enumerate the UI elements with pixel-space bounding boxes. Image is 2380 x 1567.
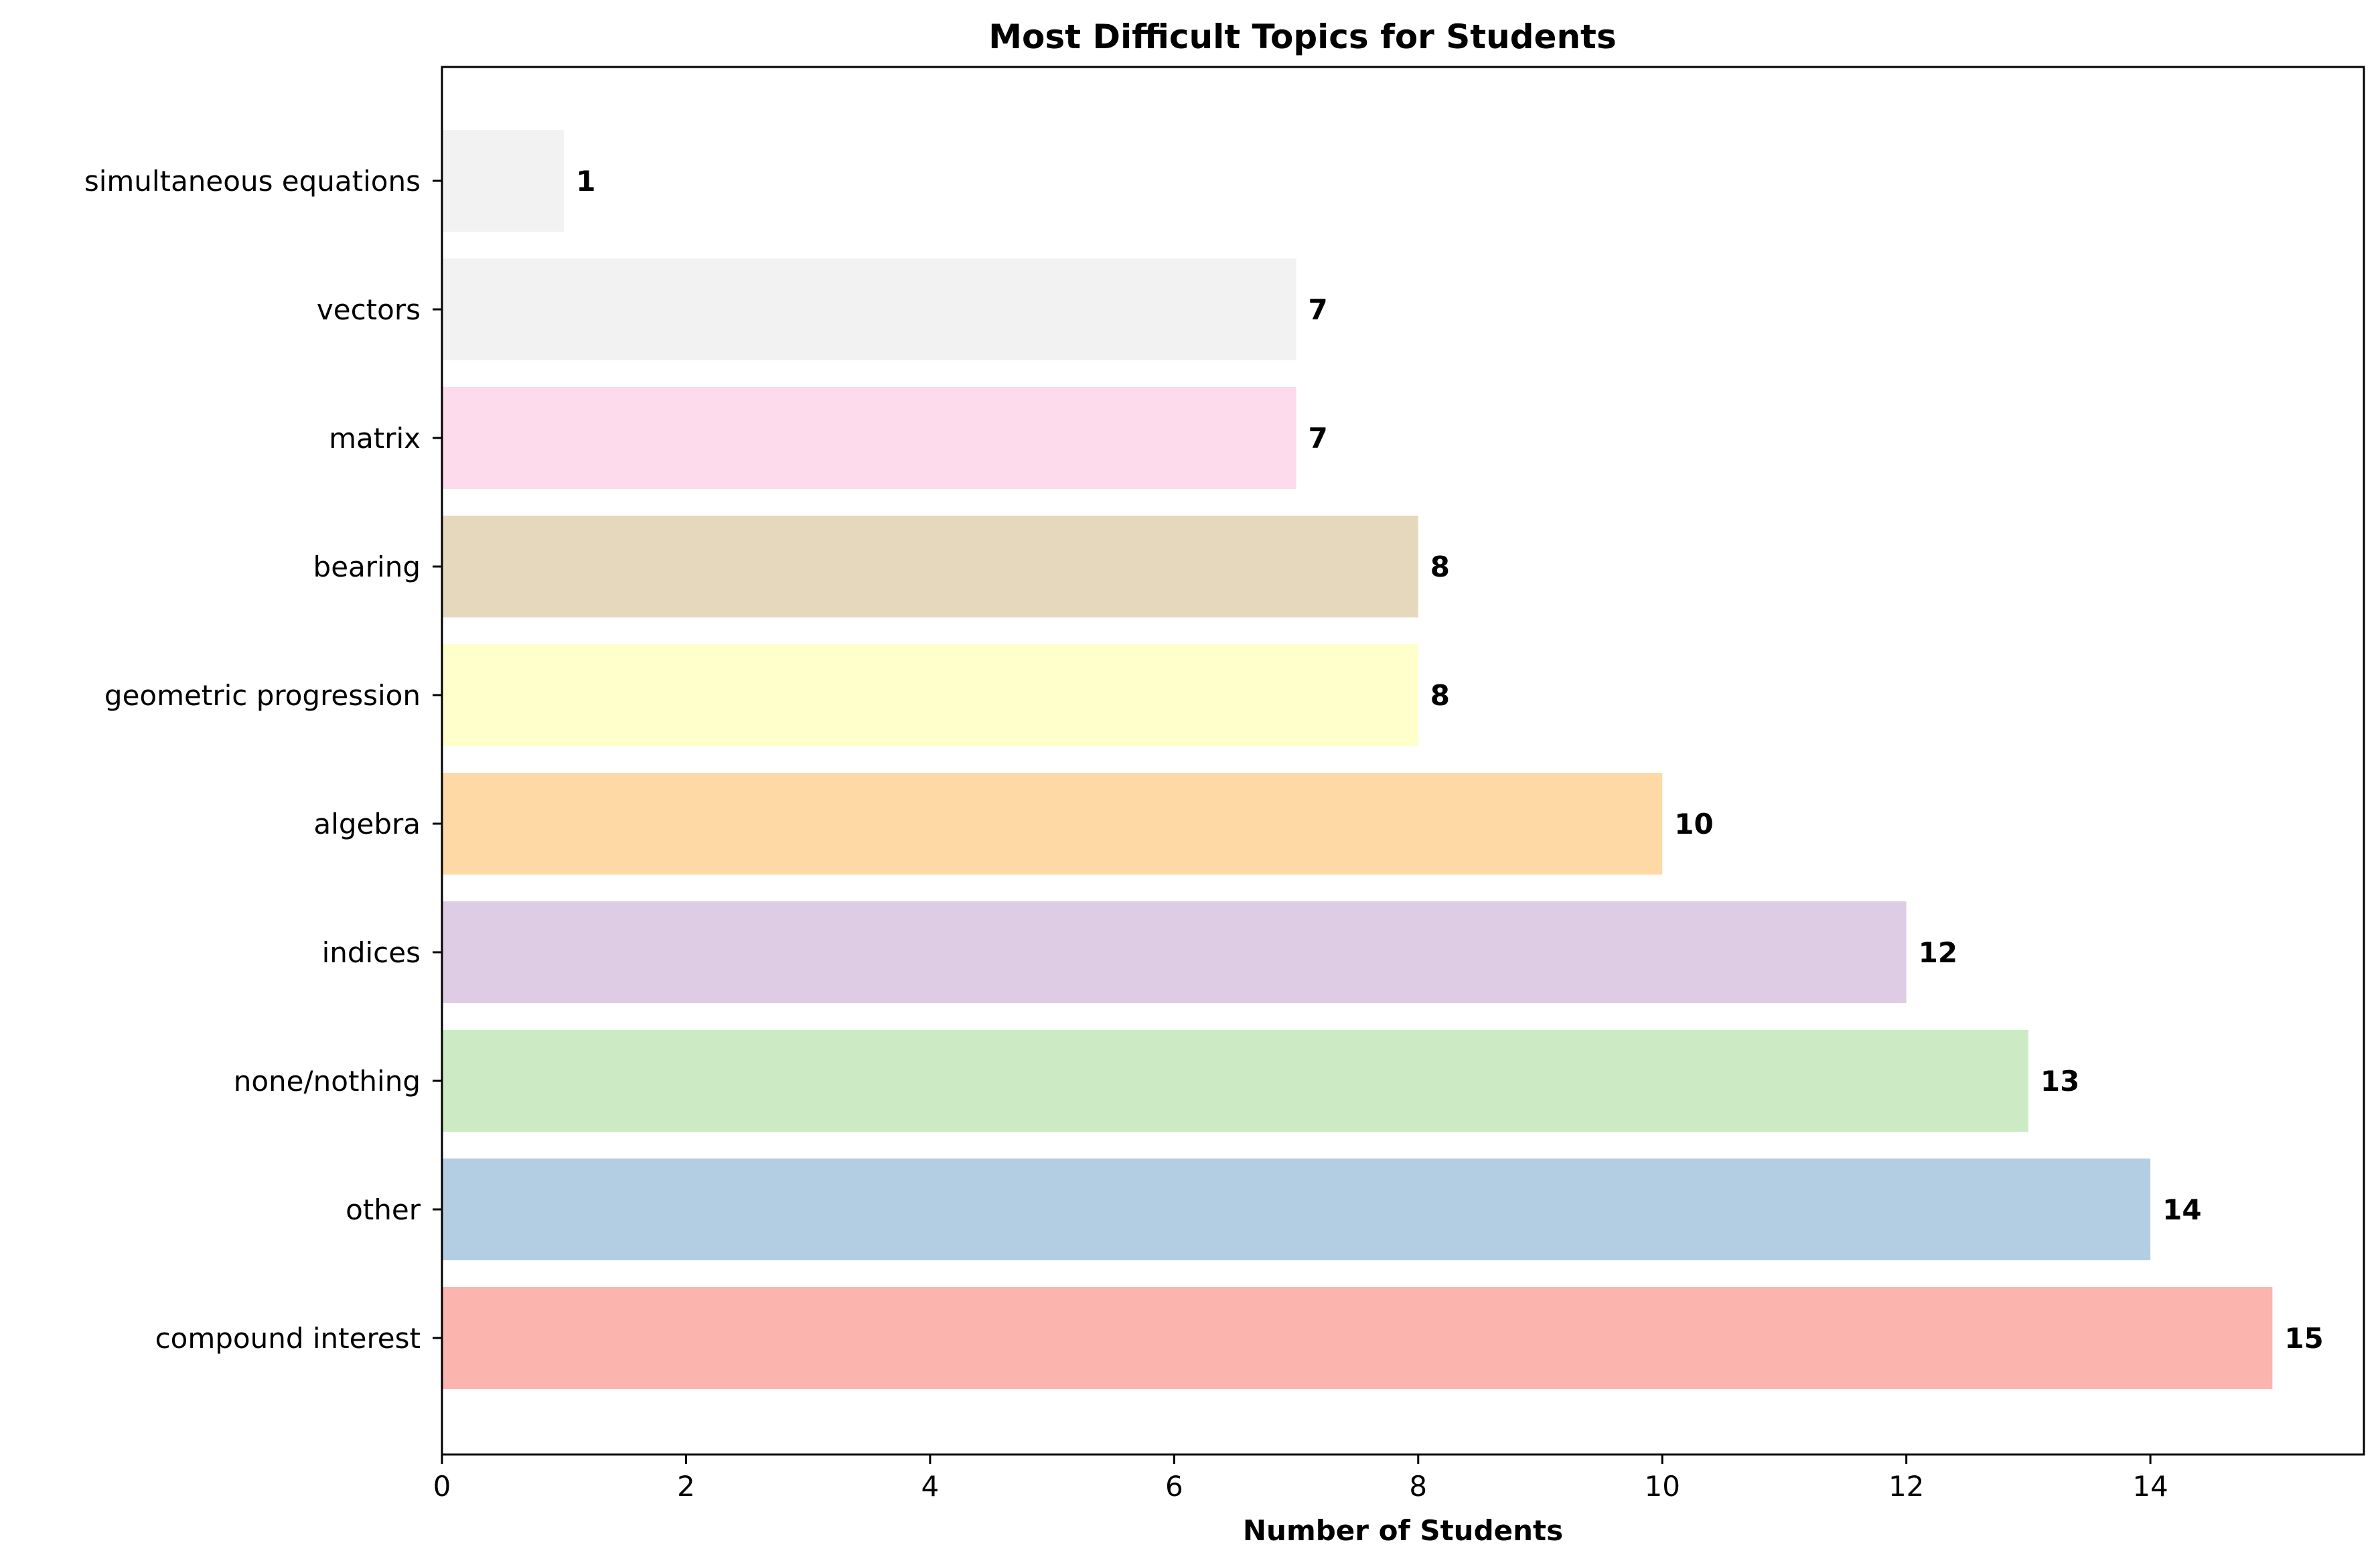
bar-1: [442, 1159, 2151, 1260]
data-label-7: 7: [1309, 422, 1328, 455]
bar-9: [442, 130, 565, 232]
data-label-5: 8: [1430, 679, 1450, 712]
bar-0: [442, 1287, 2273, 1389]
bar-2: [442, 1030, 2028, 1132]
y-tick-label-5: geometric progression: [104, 679, 421, 712]
data-label-6: 8: [1430, 550, 1450, 583]
y-tick-label-2: none/nothing: [234, 1065, 421, 1098]
plot-area-frame: [441, 66, 2365, 1456]
y-tick-label-7: matrix: [329, 422, 421, 455]
x-tick-label-0: 0: [433, 1470, 451, 1503]
x-axis-label: Number of Students: [1243, 1514, 1563, 1547]
y-axis-ticks: compound interest other none/nothing indice…: [84, 165, 442, 1355]
data-label-8: 7: [1309, 293, 1328, 326]
data-label-2: 13: [2040, 1065, 2079, 1098]
x-tick-label-6: 12: [1888, 1470, 1924, 1503]
data-label-4: 10: [1674, 808, 1713, 840]
data-label-1: 14: [2162, 1193, 2201, 1226]
bar-6: [442, 516, 1418, 617]
x-axis-ticks: 0 2 4 6 8 10 12 14: [433, 1454, 2168, 1503]
x-tick-label-5: 10: [1644, 1470, 1680, 1503]
bar-7: [442, 387, 1296, 489]
bar-3: [442, 901, 1907, 1003]
x-tick-label-3: 6: [1165, 1470, 1183, 1503]
x-tick-label-1: 2: [677, 1470, 695, 1503]
chart-title: Most Difficult Topics for Students: [988, 17, 1616, 56]
y-tick-label-1: other: [346, 1193, 421, 1226]
y-tick-label-8: vectors: [317, 293, 421, 326]
y-tick-label-0: compound interest: [155, 1322, 421, 1355]
bar-5: [442, 644, 1418, 746]
data-label-0: 15: [2284, 1322, 2323, 1355]
data-labels-layer: 15 14 13 12 10 8 8 7 7 1: [576, 165, 2324, 1355]
x-tick-label-2: 4: [921, 1470, 940, 1503]
bars-layer: [442, 130, 2273, 1389]
y-tick-label-4: algebra: [313, 808, 421, 840]
x-tick-label-4: 8: [1409, 1470, 1427, 1503]
y-tick-label-9: simultaneous equations: [84, 165, 421, 198]
bar-4: [442, 773, 1663, 875]
data-label-3: 12: [1919, 936, 1957, 969]
y-tick-label-6: bearing: [313, 550, 421, 583]
bar-8: [442, 258, 1296, 360]
x-tick-label-7: 14: [2132, 1470, 2168, 1503]
data-label-9: 1: [576, 165, 595, 198]
y-tick-label-3: indices: [322, 936, 421, 969]
